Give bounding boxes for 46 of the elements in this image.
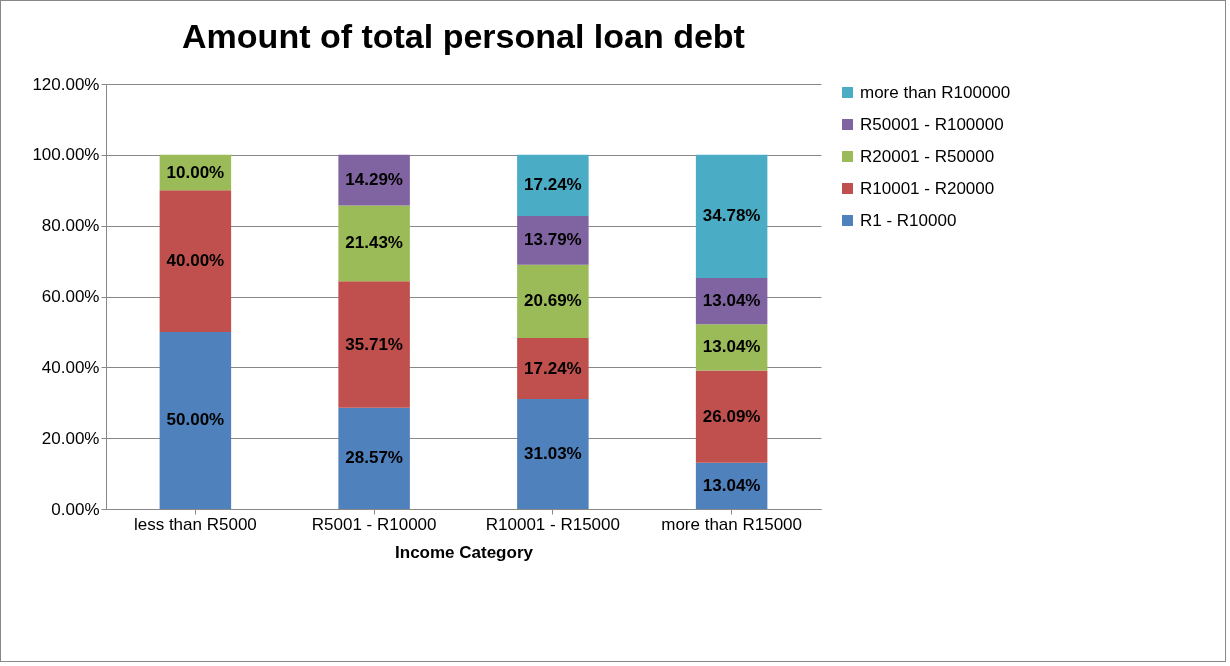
- bar: [517, 338, 589, 400]
- chart-title: Amount of total personal loan debt: [182, 17, 745, 55]
- data-label: 10.00%: [166, 162, 225, 182]
- data-label: 50.00%: [166, 410, 225, 430]
- data-label: 26.09%: [702, 406, 761, 426]
- bar: [517, 154, 589, 216]
- bar: [338, 281, 410, 408]
- data-label: 31.03%: [524, 444, 582, 464]
- data-label: 20.69%: [524, 291, 582, 311]
- y-tick-label: 60.00%: [41, 287, 100, 306]
- y-tick-label: 20.00%: [41, 428, 100, 448]
- data-label: 35.71%: [345, 334, 403, 354]
- bar: [159, 331, 232, 509]
- x-tick-label: more than R15000: [661, 514, 803, 534]
- y-tick-label: 80.00%: [41, 216, 100, 236]
- x-axis-title: Income Category: [395, 542, 534, 562]
- data-label: 34.78%: [702, 206, 761, 226]
- data-label: 21.43%: [345, 233, 403, 253]
- legend-label: more than R100000: [860, 82, 1011, 102]
- bar: [695, 370, 768, 463]
- bar: [517, 264, 589, 339]
- data-label: 13.04%: [702, 475, 761, 495]
- data-label: 13.79%: [524, 230, 582, 250]
- data-label: 40.00%: [166, 251, 225, 271]
- data-label: 13.04%: [702, 291, 761, 311]
- data-label: 13.04%: [702, 337, 761, 357]
- legend-label: R50001 - R100000: [860, 114, 1004, 134]
- y-tick-label: 100.00%: [32, 145, 100, 165]
- bar: [695, 154, 768, 279]
- data-label: 14.29%: [345, 170, 403, 190]
- legend-label: R10001 - R20000: [860, 178, 995, 198]
- data-label: 17.24%: [524, 175, 582, 195]
- y-tick-label: 40.00%: [41, 357, 100, 377]
- data-label: 17.24%: [524, 358, 582, 378]
- bar: [338, 407, 410, 509]
- y-tick-label: 0.00%: [51, 499, 100, 519]
- legend-label: R20001 - R50000: [860, 146, 995, 166]
- bar: [517, 399, 589, 509]
- data-label: 28.57%: [345, 448, 403, 468]
- y-tick-label: 120.00%: [32, 74, 100, 94]
- legend-label: R1 - R10000: [860, 210, 957, 230]
- x-tick-label: R10001 - R15000: [485, 514, 620, 534]
- bar: [338, 205, 410, 282]
- bar: [159, 190, 232, 332]
- x-tick-label: less than R5000: [133, 514, 257, 534]
- x-tick-label: R5001 - R10000: [311, 514, 437, 534]
